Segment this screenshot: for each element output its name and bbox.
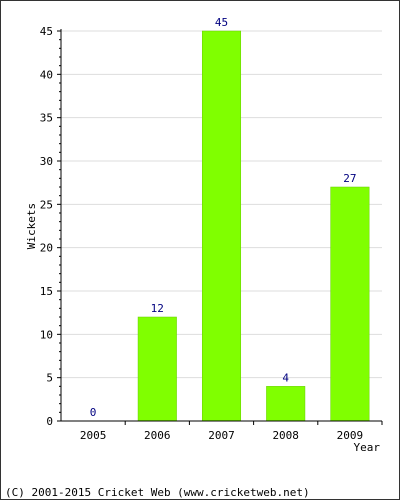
y-axis-title: Wickets xyxy=(25,203,38,249)
bar-2007 xyxy=(201,30,242,422)
data-label-2005: 0 xyxy=(90,406,97,419)
x-tick-label: 2005 xyxy=(80,429,107,442)
x-tick-label: 2009 xyxy=(337,429,364,442)
x-tick-label: 2006 xyxy=(144,429,171,442)
data-label-2006: 12 xyxy=(151,302,164,315)
x-tick-label: 2007 xyxy=(208,429,235,442)
y-tick-label: 10 xyxy=(40,328,53,341)
data-label-2008: 4 xyxy=(282,371,289,384)
copyright-footer: (C) 2001-2015 Cricket Web (www.cricketwe… xyxy=(5,486,310,499)
y-tick-label: 5 xyxy=(46,372,53,385)
y-tick-label: 25 xyxy=(40,198,53,211)
bar-2008 xyxy=(266,386,306,422)
y-tick-label: 45 xyxy=(40,25,53,38)
y-tick-label: 35 xyxy=(40,112,53,125)
bars xyxy=(137,30,370,422)
axes xyxy=(57,29,383,425)
x-tick-label: 2008 xyxy=(272,429,299,442)
x-axis-title: Year xyxy=(354,441,381,454)
y-tick-label: 20 xyxy=(40,242,53,255)
y-tick-label: 40 xyxy=(40,68,53,81)
labels: 0 5 10 15 20 25 30 35 40 45 0 2005 12 2006 45 2007 4 2008… xyxy=(40,16,363,442)
data-label-2007: 45 xyxy=(215,16,228,29)
y-tick-label: 30 xyxy=(40,155,53,168)
bar-2009 xyxy=(330,186,370,422)
y-tick-label: 0 xyxy=(46,415,53,428)
bar-2006 xyxy=(137,316,177,422)
data-label-2009: 27 xyxy=(343,172,356,185)
y-tick-label: 15 xyxy=(40,285,53,298)
